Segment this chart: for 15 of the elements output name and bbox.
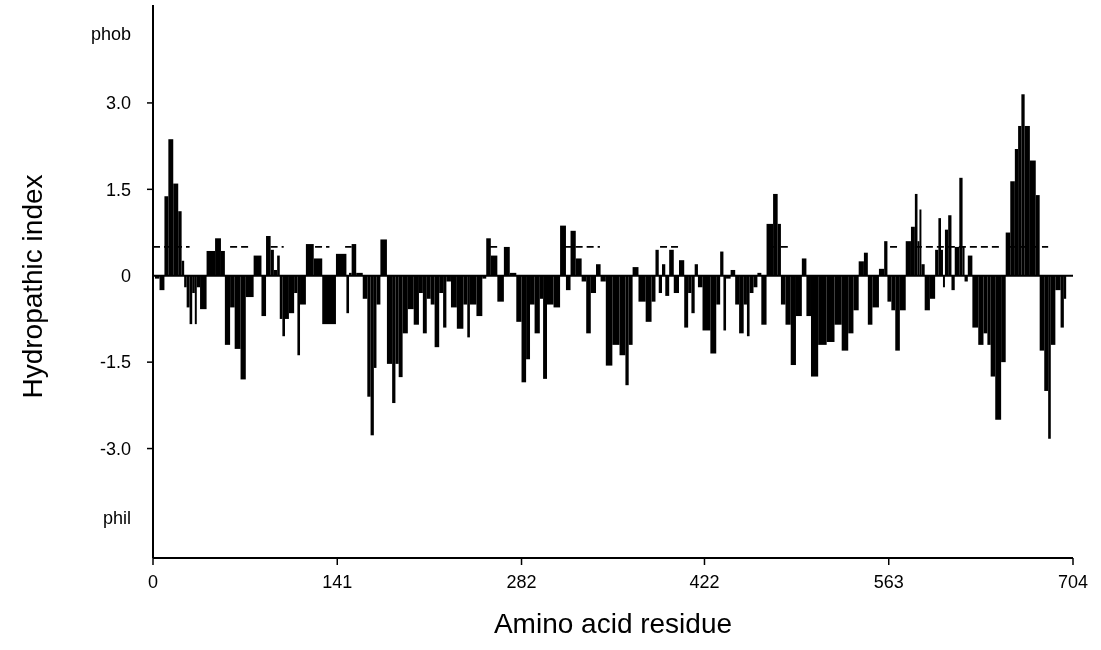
y-tick-label: 0	[120, 266, 131, 287]
y-tick-label: 1.5	[105, 179, 131, 200]
y-tick-label: -3.0	[99, 438, 131, 459]
x-tick-label: 0	[147, 572, 159, 592]
y-axis-title: Hydropathic index	[17, 174, 48, 399]
x-tick-label: 704	[1057, 572, 1089, 592]
x-tick-label: 141	[322, 572, 353, 592]
x-axis-title: Amino acid residue	[493, 608, 733, 639]
y-tick-label: 3.0	[105, 93, 131, 114]
y-tick-label: phil	[102, 507, 131, 528]
x-tick-label: 563	[873, 572, 904, 592]
x-tick-label: 282	[506, 572, 537, 592]
y-tick-label: -1.5	[99, 352, 131, 373]
x-tick-label: 422	[689, 572, 720, 592]
y-tick-label: phob	[90, 24, 131, 45]
